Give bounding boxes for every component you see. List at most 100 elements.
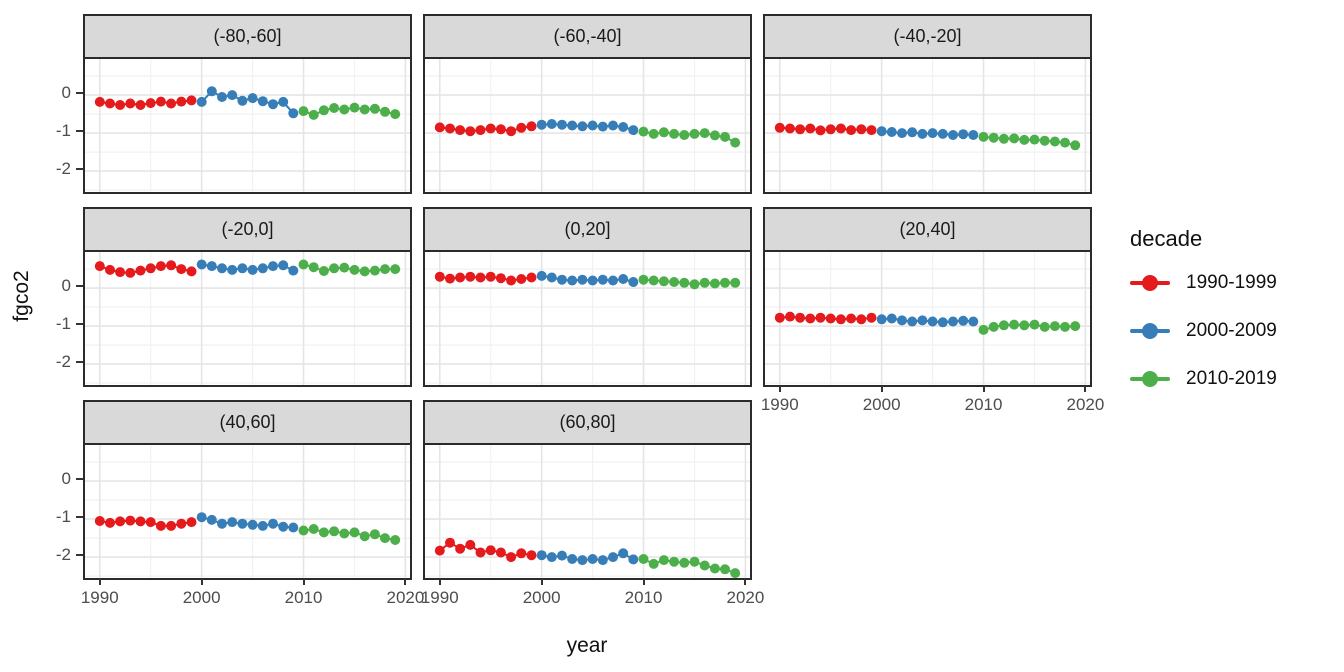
x-tick-label: 2010 bbox=[284, 588, 323, 607]
data-point bbox=[125, 515, 136, 526]
facet-panel bbox=[423, 443, 752, 580]
data-point bbox=[135, 516, 146, 527]
data-point bbox=[689, 128, 700, 139]
data-point bbox=[1060, 137, 1070, 148]
data-point bbox=[866, 125, 877, 136]
facet-strip-label: (40,60] bbox=[219, 412, 276, 432]
data-point bbox=[1049, 136, 1060, 147]
data-point bbox=[730, 277, 741, 288]
data-point bbox=[105, 517, 115, 528]
data-point bbox=[495, 273, 506, 284]
legend-key-dot bbox=[1142, 323, 1158, 339]
data-point bbox=[699, 560, 710, 571]
facet-strip-label: (0,20] bbox=[564, 219, 611, 239]
data-point bbox=[318, 527, 329, 538]
data-point bbox=[196, 512, 207, 523]
data-point bbox=[298, 106, 309, 117]
series-2000-2009 bbox=[196, 259, 299, 276]
data-point bbox=[618, 548, 629, 559]
data-point bbox=[658, 127, 669, 138]
data-point bbox=[597, 121, 608, 132]
data-point bbox=[145, 98, 156, 109]
data-point bbox=[1070, 140, 1081, 151]
data-point bbox=[876, 126, 887, 137]
data-point bbox=[247, 93, 258, 104]
data-point bbox=[308, 524, 319, 534]
data-point bbox=[329, 103, 340, 113]
data-point bbox=[587, 275, 598, 286]
facet-strip-label: (-60,-40] bbox=[553, 26, 622, 46]
facet-panel bbox=[83, 250, 412, 387]
data-point bbox=[927, 316, 938, 327]
data-point bbox=[495, 547, 506, 558]
data-point bbox=[506, 552, 517, 563]
facet-strip-label: (20,40] bbox=[899, 219, 956, 239]
y-tick-mark bbox=[76, 361, 83, 364]
data-point bbox=[268, 99, 278, 110]
x-tick-label: 2010 bbox=[624, 588, 663, 607]
data-point bbox=[526, 550, 537, 561]
data-point bbox=[359, 531, 370, 542]
data-point bbox=[206, 514, 217, 525]
data-point bbox=[1009, 133, 1020, 144]
facet-strip-label: (-20,0] bbox=[221, 219, 274, 239]
data-point bbox=[349, 527, 360, 538]
data-point bbox=[886, 127, 897, 137]
data-point bbox=[445, 273, 455, 284]
data-point bbox=[1029, 134, 1040, 145]
facet-strip: (60,80] bbox=[423, 400, 752, 445]
data-point bbox=[339, 528, 350, 539]
data-point bbox=[638, 126, 649, 137]
facet-strip: (20,40] bbox=[763, 207, 1092, 252]
facet-panel bbox=[423, 250, 752, 387]
data-point bbox=[730, 568, 741, 579]
data-point bbox=[546, 272, 557, 283]
data-point bbox=[288, 108, 299, 119]
data-point bbox=[638, 274, 649, 285]
data-point bbox=[577, 555, 588, 566]
data-point bbox=[774, 312, 785, 323]
data-point bbox=[648, 128, 659, 139]
data-point bbox=[516, 122, 527, 133]
data-point bbox=[795, 312, 806, 323]
x-tick-label: 2020 bbox=[1066, 395, 1105, 414]
y-axis-title: fgco2 bbox=[10, 270, 33, 322]
data-point bbox=[237, 518, 248, 529]
data-point bbox=[434, 545, 445, 556]
x-tick-label: 2000 bbox=[182, 588, 221, 607]
data-point bbox=[669, 556, 680, 567]
data-point bbox=[94, 516, 105, 526]
data-point bbox=[1070, 321, 1081, 332]
facet-panel bbox=[83, 443, 412, 580]
data-point bbox=[628, 277, 639, 287]
data-point bbox=[567, 275, 578, 286]
data-point bbox=[465, 539, 476, 550]
facet-strip: (40,60] bbox=[83, 400, 412, 445]
data-point bbox=[937, 128, 948, 139]
data-point bbox=[709, 278, 720, 289]
data-point bbox=[958, 129, 969, 140]
data-point bbox=[689, 556, 700, 567]
series-1990-1999 bbox=[434, 121, 537, 137]
data-point bbox=[638, 554, 649, 564]
data-point bbox=[115, 267, 126, 278]
data-point bbox=[608, 275, 618, 286]
data-point bbox=[628, 125, 639, 136]
data-point bbox=[516, 274, 527, 284]
series-1990-1999 bbox=[774, 122, 877, 136]
data-point bbox=[1039, 135, 1050, 146]
data-point bbox=[825, 124, 836, 135]
facet-strip: (-60,-40] bbox=[423, 14, 752, 59]
data-point bbox=[186, 95, 197, 106]
data-point bbox=[434, 122, 445, 133]
data-point bbox=[709, 130, 720, 141]
data-point bbox=[968, 316, 979, 327]
x-tick-mark bbox=[302, 578, 305, 585]
x-tick-mark bbox=[642, 578, 645, 585]
data-point bbox=[988, 321, 999, 332]
data-point bbox=[536, 119, 547, 130]
x-tick-label: 1990 bbox=[760, 395, 799, 414]
data-point bbox=[257, 96, 268, 107]
legend-key-icon bbox=[1130, 368, 1170, 390]
data-point bbox=[785, 311, 795, 322]
